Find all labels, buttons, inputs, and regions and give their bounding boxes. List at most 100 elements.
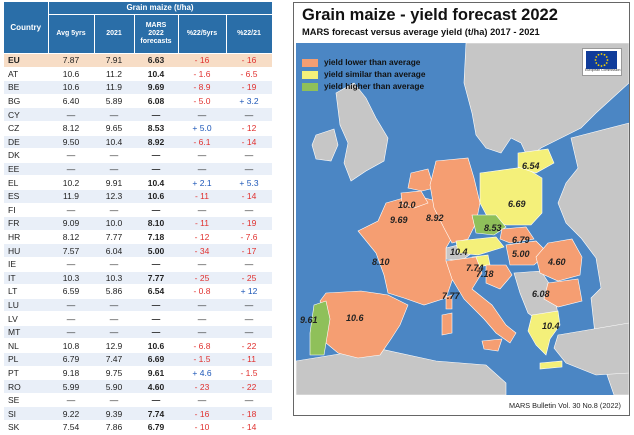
country-lithuania — [517, 148, 555, 174]
cell-2021: 7.47 — [94, 352, 134, 367]
cell-2021: — — [94, 203, 134, 218]
cell-country: MT — [4, 325, 48, 340]
country-netherlands — [407, 168, 435, 192]
cell-pct-21: - 11 — [226, 352, 272, 367]
country-bulgaria — [543, 278, 583, 308]
col-header-pct-5yrs: %22/5yrs — [178, 14, 227, 54]
map-label-pl: 6.69 — [508, 199, 526, 209]
cell-pct-5yrs: — — [178, 393, 226, 408]
cell-avg5yrs: — — [48, 257, 94, 272]
cell-country: LT — [4, 284, 48, 299]
cell-avg5yrs: — — [48, 148, 94, 163]
cell-pct-21: - 22 — [226, 338, 272, 354]
table-row: LU — — — — — — [4, 298, 272, 313]
cell-mars2022: — — [134, 203, 178, 218]
cell-avg5yrs: 11.9 — [48, 189, 94, 204]
cell-country: IE — [4, 257, 48, 272]
cell-avg5yrs: 10.3 — [48, 271, 94, 286]
map-label-fr: 8.10 — [372, 257, 390, 267]
legend-lower: yield lower than average — [302, 57, 420, 67]
table-row: IE — — — — — — [4, 257, 272, 272]
cell-country: CY — [4, 107, 48, 122]
cell-avg5yrs: — — [48, 311, 94, 326]
cell-mars2022: — — [134, 148, 178, 163]
cell-country: RO — [4, 379, 48, 394]
col-header-mars2022: MARS 2022 forecasts — [134, 14, 179, 54]
country-croatia — [485, 264, 513, 290]
table-row: ES 11.9 12.3 10.6- 11- 14 — [4, 189, 272, 204]
cell-pct-5yrs: - 6.8 — [178, 338, 226, 354]
cell-country: FI — [4, 203, 48, 218]
cell-pct-5yrs: + 5.0 — [178, 121, 226, 136]
cell-2021: — — [94, 257, 134, 272]
cell-pct-5yrs: - 25 — [178, 271, 226, 286]
cell-pct-5yrs: — — [178, 257, 226, 272]
cell-pct-5yrs: - 1.6 — [178, 67, 226, 82]
cell-mars2022: 8.10 — [134, 216, 178, 231]
cell-mars2022: 6.69 — [134, 352, 178, 367]
cell-avg5yrs: 10.6 — [48, 67, 94, 82]
table-row: HR 8.12 7.77 7.18- 12- 7.6 — [4, 230, 272, 245]
cell-mars2022: 10.4 — [134, 175, 178, 190]
cell-pct-21: - 18 — [226, 406, 272, 422]
cell-pct-21: — — [226, 298, 272, 313]
legend-lower-swatch — [302, 58, 318, 67]
cell-2021: 11.9 — [94, 80, 134, 95]
map-label-hu: 5.00 — [512, 249, 530, 259]
cell-avg5yrs: 6.59 — [48, 284, 94, 299]
land-uk — [335, 82, 389, 182]
map-label-cz: 8.53 — [484, 223, 502, 233]
cell-2021: 7.91 — [94, 53, 134, 68]
table-row: SE — — — — — — [4, 393, 272, 408]
cell-2021: 10.4 — [94, 135, 134, 150]
legend-higher-label: yield higher than average — [324, 81, 425, 91]
cell-mars2022: — — [134, 162, 178, 177]
cell-pct-21: - 16 — [226, 53, 272, 68]
cell-pct-21: + 12 — [226, 284, 272, 299]
cell-pct-5yrs: + 2.1 — [178, 175, 226, 190]
cell-2021: — — [94, 325, 134, 340]
cell-pct-5yrs: - 11 — [178, 216, 226, 231]
cell-pct-21: - 6.5 — [226, 67, 272, 82]
cell-pct-21: - 14 — [226, 135, 272, 150]
map-panel: Grain maize - yield forecast 2022 MARS f… — [293, 2, 630, 416]
cell-pct-5yrs: — — [178, 148, 226, 163]
cell-mars2022: — — [134, 107, 178, 122]
map-title: Grain maize - yield forecast 2022 — [302, 6, 558, 24]
european-commission-logo: European Commission — [582, 48, 622, 76]
table-row: CY — — — — — — [4, 107, 272, 122]
europe-map — [296, 43, 629, 395]
cell-country: AT — [4, 67, 48, 82]
map-subtitle: MARS forecast versus average yield (t/ha… — [302, 27, 540, 37]
cell-2021: 12.3 — [94, 189, 134, 204]
cell-2021: — — [94, 311, 134, 326]
table-row: DE 9.50 10.4 8.92- 6.1- 14 — [4, 135, 272, 150]
cell-2021: — — [94, 107, 134, 122]
cell-country: ES — [4, 189, 48, 204]
map-label-hr: 7.18 — [476, 269, 494, 279]
cell-pct-5yrs: - 34 — [178, 243, 226, 258]
cell-pct-21: - 1.5 — [226, 366, 272, 381]
table-row: NL 10.8 12.9 10.6- 6.8- 22 — [4, 338, 272, 354]
map-label-es: 10.6 — [346, 313, 364, 323]
table-row: BE 10.6 11.9 9.69- 8.9- 19 — [4, 80, 272, 95]
cell-pct-21: - 25 — [226, 271, 272, 286]
cell-2021: 10.3 — [94, 271, 134, 286]
cell-country: SI — [4, 406, 48, 422]
cell-avg5yrs: 9.09 — [48, 216, 94, 231]
eu-flag-icon — [586, 51, 617, 69]
col-header-2021: 2021 — [94, 14, 135, 54]
cell-pct-21: — — [226, 162, 272, 177]
cell-country: FR — [4, 216, 48, 231]
cell-pct-5yrs: — — [178, 325, 226, 340]
cell-pct-21: — — [226, 148, 272, 163]
cell-pct-5yrs: - 16 — [178, 406, 226, 422]
table-row: EL 10.2 9.91 10.4 + 2.1 + 5.3 — [4, 175, 272, 190]
cell-pct-21: + 5.3 — [226, 175, 272, 190]
cell-mars2022: 10.4 — [134, 67, 178, 82]
cell-country: HR — [4, 230, 48, 245]
cell-pct-5yrs: - 1.5 — [178, 352, 226, 367]
cell-pct-21: - 22 — [226, 379, 272, 394]
cell-mars2022: 7.74 — [134, 406, 178, 422]
cell-pct-5yrs: — — [178, 311, 226, 326]
